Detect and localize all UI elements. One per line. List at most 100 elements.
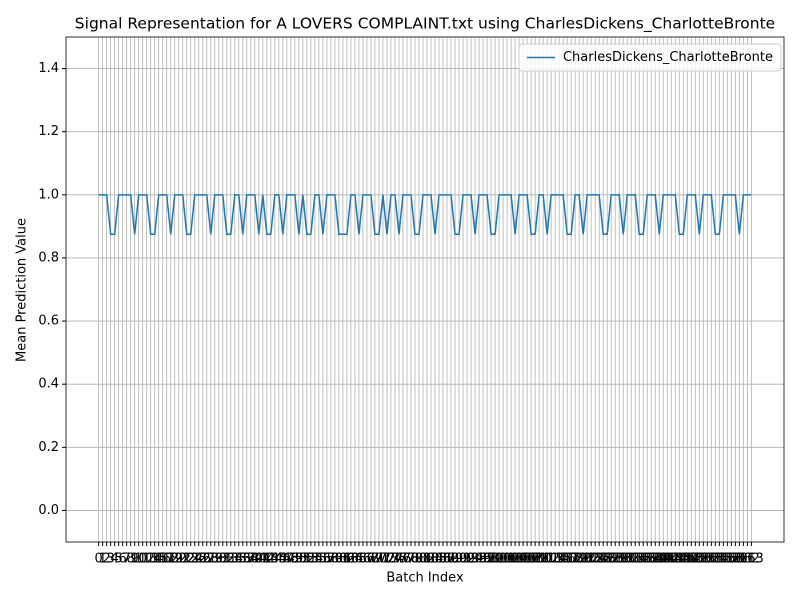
- x-tick-label: 128: [599, 552, 624, 567]
- x-tick-label: 20: [170, 552, 187, 567]
- x-tick-label: 119: [563, 552, 588, 567]
- x-tick-label: 1: [99, 552, 107, 567]
- x-tick-label: 36: [235, 552, 252, 567]
- x-tick-label: 11: [134, 552, 151, 567]
- y-tick-label: 0.0: [38, 503, 59, 518]
- x-tick-label: 72: [379, 552, 396, 567]
- x-tick-label: 154: [703, 552, 728, 567]
- x-tick-label: 102: [495, 552, 520, 567]
- x-tick-label: 6: [119, 552, 127, 567]
- x-tick-label: 77: [399, 552, 416, 567]
- x-tick-label: 163: [739, 552, 764, 567]
- x-tick-label: 111: [531, 552, 556, 567]
- x-tick-label: 23: [182, 552, 199, 567]
- x-tick-label: 59: [327, 552, 344, 567]
- x-tick-label: 43: [263, 552, 280, 567]
- x-tick-label: 157: [715, 552, 740, 567]
- x-tick-label: 124: [583, 552, 608, 567]
- y-axis-label: Mean Prediction Value: [15, 218, 30, 362]
- x-tick-label: 46: [275, 552, 292, 567]
- x-tick-label: 14: [146, 552, 163, 567]
- x-tick-label: 82: [419, 552, 436, 567]
- x-tick-label: 148: [679, 552, 704, 567]
- x-tick-label: 127: [595, 552, 620, 567]
- x-tick-label: 17: [158, 552, 175, 567]
- x-tick-label: 149: [683, 552, 708, 567]
- x-tick-label: 94: [467, 552, 484, 567]
- x-tick-label: 63: [343, 552, 360, 567]
- x-tick-label: 49: [287, 552, 304, 567]
- x-tick-label: 147: [675, 552, 700, 567]
- x-tick-label: 121: [571, 552, 596, 567]
- chart-title: Signal Representation for A LOVERS COMPL…: [75, 15, 775, 34]
- x-tick-label: 78: [403, 552, 420, 567]
- x-tick-label: 33: [223, 552, 240, 567]
- x-tick-label: 75: [391, 552, 408, 567]
- x-tick-label: 160: [727, 552, 752, 567]
- x-tick-label: 153: [699, 552, 724, 567]
- x-tick-label: 37: [239, 552, 256, 567]
- x-tick-label: 10: [130, 552, 147, 567]
- x-tick-label: 132: [615, 552, 640, 567]
- x-tick-label: 137: [635, 552, 660, 567]
- x-tick-label: 159: [723, 552, 748, 567]
- x-tick-label: 138: [639, 552, 664, 567]
- x-tick-label: 97: [479, 552, 496, 567]
- x-tick-label: 16: [154, 552, 171, 567]
- x-tick-label: 67: [359, 552, 376, 567]
- x-axis-label: Batch Index: [386, 571, 464, 586]
- x-tick-label: 76: [395, 552, 412, 567]
- x-tick-label: 9: [131, 552, 139, 567]
- x-tick-label: 142: [655, 552, 680, 567]
- x-tick-label: 104: [503, 552, 528, 567]
- x-tick-label: 5: [115, 552, 123, 567]
- x-tick-label: 18: [162, 552, 179, 567]
- x-tick-label: 96: [475, 552, 492, 567]
- x-tick-label: 52: [299, 552, 316, 567]
- x-tick-label: 65: [351, 552, 368, 567]
- x-tick-label: 101: [491, 552, 516, 567]
- x-tick-label: 81: [415, 552, 432, 567]
- legend: CharlesDickens_CharlotteBronte: [518, 43, 782, 72]
- grid: [66, 37, 784, 542]
- x-tick-label: 31: [215, 552, 232, 567]
- x-tick-label: 39: [247, 552, 264, 567]
- x-tick-label: 2: [103, 552, 111, 567]
- x-tick-label: 3: [107, 552, 115, 567]
- y-tick-label: 1.0: [38, 187, 59, 202]
- legend-box: [518, 43, 782, 72]
- x-tick-label: 129: [603, 552, 628, 567]
- x-tick-label: 44: [267, 552, 284, 567]
- x-tick-label: 68: [363, 552, 380, 567]
- x-tick-label: 57: [319, 552, 336, 567]
- x-tick-label: 83: [423, 552, 440, 567]
- x-tick-label: 155: [707, 552, 732, 567]
- x-tick-label: 143: [659, 552, 684, 567]
- x-tick-label: 141: [651, 552, 676, 567]
- x-tick-label: 105: [507, 552, 532, 567]
- x-tick-label: 117: [555, 552, 580, 567]
- x-tick-label: 146: [671, 552, 696, 567]
- x-tick-label: 87: [439, 552, 456, 567]
- x-tick-label: 12: [138, 552, 155, 567]
- x-tick-label: 156: [711, 552, 736, 567]
- x-tick-label: 126: [591, 552, 616, 567]
- x-tick-label: 118: [559, 552, 584, 567]
- x-tick-label: 134: [623, 552, 648, 567]
- y-tick-label: 0.4: [38, 377, 59, 392]
- x-tick-label: 80: [411, 552, 428, 567]
- x-tick-label: 22: [178, 552, 195, 567]
- x-tick-label: 100: [487, 552, 512, 567]
- x-tick-label: 109: [523, 552, 548, 567]
- x-tick-label: 90: [451, 552, 468, 567]
- legend-label: CharlesDickens_CharlotteBronte: [563, 50, 773, 65]
- x-tick-label: 62: [339, 552, 356, 567]
- x-tick-label: 92: [459, 552, 476, 567]
- x-tick-label: 71: [375, 552, 392, 567]
- x-tick-label: 115: [547, 552, 572, 567]
- x-tick-label: 45: [271, 552, 288, 567]
- x-tick-label: 19: [166, 552, 183, 567]
- x-tick-label: 152: [695, 552, 720, 567]
- y-tick-label: 0.6: [38, 314, 59, 329]
